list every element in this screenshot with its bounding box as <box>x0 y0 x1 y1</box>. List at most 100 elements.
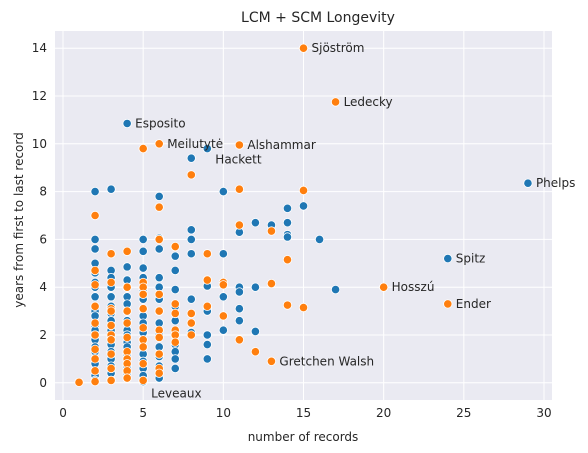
data-point-series-2 <box>90 376 100 387</box>
data-point-series-2 <box>106 349 116 359</box>
data-point-series-2 <box>154 306 164 316</box>
annotation-label: Ender <box>456 297 491 311</box>
data-point-series-1 <box>282 232 293 242</box>
data-point-series-2 <box>298 302 309 313</box>
data-point-series-1 <box>282 218 293 228</box>
data-point-series-2 <box>202 249 212 259</box>
data-point-series-2 <box>122 318 132 328</box>
x-tick-label: 25 <box>456 406 471 420</box>
data-point-series-2 <box>234 140 244 150</box>
data-point-series-2 <box>298 185 309 196</box>
point-annotations: Sjöström Ledecky Esposito Meilutytė Alshamma… <box>135 41 575 400</box>
data-point-series-2 <box>234 220 244 230</box>
annotation-label: Meilutytė <box>167 137 223 151</box>
data-points <box>74 43 533 387</box>
data-point-series-1 <box>90 187 100 197</box>
annotation-label: Phelps <box>536 176 575 190</box>
annotation-label: Alshammar <box>247 138 315 152</box>
data-point-series-1 <box>186 294 196 304</box>
data-point-series-2 <box>250 347 261 357</box>
data-point-series-2 <box>202 275 212 285</box>
annotation-label: Hosszú <box>392 280 435 294</box>
data-point-series-1 <box>90 244 100 254</box>
data-point-series-2 <box>138 323 148 333</box>
x-axis-label: number of records <box>248 430 359 444</box>
data-point-series-2 <box>90 265 100 276</box>
data-point-series-2 <box>106 335 116 345</box>
y-tick-label: 0 <box>39 376 47 390</box>
x-tick-label: 0 <box>59 406 67 420</box>
data-point-series-1 <box>122 262 132 272</box>
annotation-label: Spitz <box>456 252 486 266</box>
data-point-series-2 <box>138 304 148 314</box>
data-point-series-2 <box>282 300 293 310</box>
data-point-series-1 <box>186 249 196 259</box>
data-point-series-1 <box>314 234 325 244</box>
data-point-series-2 <box>170 308 180 319</box>
annotation-label: Ledecky <box>344 95 393 109</box>
data-point-series-2 <box>154 332 164 342</box>
data-point-series-1 <box>186 153 196 163</box>
data-point-series-2 <box>186 330 196 340</box>
annotation-label: Sjöström <box>312 41 365 55</box>
data-point-series-2 <box>170 241 180 252</box>
y-tick-label: 10 <box>32 137 47 151</box>
x-tick-label: 10 <box>216 406 231 420</box>
data-point-series-1 <box>202 354 212 364</box>
data-point-series-2 <box>106 249 116 259</box>
data-point-series-2 <box>122 332 132 342</box>
chart-title: LCM + SCM Longevity <box>241 10 395 26</box>
data-point-series-2 <box>282 255 293 265</box>
x-tick-label: 20 <box>376 406 391 420</box>
data-point-series-2 <box>234 335 244 345</box>
data-point-series-1 <box>122 118 132 129</box>
data-point-series-1 <box>186 225 196 235</box>
y-tick-label: 12 <box>32 89 47 103</box>
data-point-series-2 <box>154 368 164 378</box>
data-point-series-2 <box>218 280 228 290</box>
annotation-label: Gretchen Walsh <box>279 354 374 368</box>
data-point-series-2 <box>122 282 132 292</box>
data-point-series-1 <box>218 249 228 259</box>
data-point-series-1 <box>298 201 309 211</box>
data-point-series-2 <box>186 318 196 328</box>
data-point-series-1 <box>282 203 293 213</box>
data-point-series-1 <box>90 292 100 302</box>
data-point-series-2 <box>138 289 148 299</box>
data-point-series-2 <box>154 202 164 212</box>
data-point-series-2 <box>106 306 116 316</box>
data-point-series-2 <box>138 375 148 386</box>
data-point-series-2 <box>234 184 244 194</box>
data-point-series-1 <box>234 304 244 314</box>
annotation-label: Leveaux <box>151 387 201 401</box>
data-point-series-1 <box>202 339 212 350</box>
data-point-series-2 <box>138 359 148 369</box>
y-axis-ticks: 0 2 4 6 8 10 12 14 <box>32 41 47 390</box>
data-point-series-2 <box>122 246 132 256</box>
data-point-series-2 <box>90 330 100 340</box>
data-point-series-2 <box>90 301 100 311</box>
data-point-series-1 <box>218 187 228 197</box>
data-point-series-2 <box>186 170 196 180</box>
data-point-series-2 <box>154 349 164 359</box>
data-point-series-2 <box>122 373 132 383</box>
data-point-series-2 <box>106 320 116 331</box>
data-point-series-1 <box>154 244 164 254</box>
data-point-series-1 <box>234 316 244 326</box>
data-point-series-1 <box>138 263 148 273</box>
data-point-series-1 <box>138 246 148 256</box>
data-point-series-1 <box>330 284 341 295</box>
data-point-series-1 <box>186 234 196 244</box>
data-point-series-2 <box>106 277 116 288</box>
data-point-series-1 <box>106 292 116 302</box>
y-tick-label: 2 <box>39 328 47 342</box>
data-point-series-2 <box>443 299 453 309</box>
data-point-series-2 <box>154 234 164 244</box>
x-tick-label: 30 <box>536 406 551 420</box>
y-tick-label: 6 <box>39 232 47 246</box>
data-point-series-2 <box>298 43 309 53</box>
data-point-series-1 <box>202 143 212 154</box>
data-point-series-1 <box>250 282 261 292</box>
data-point-series-2 <box>90 344 100 354</box>
data-point-series-2 <box>138 143 148 154</box>
